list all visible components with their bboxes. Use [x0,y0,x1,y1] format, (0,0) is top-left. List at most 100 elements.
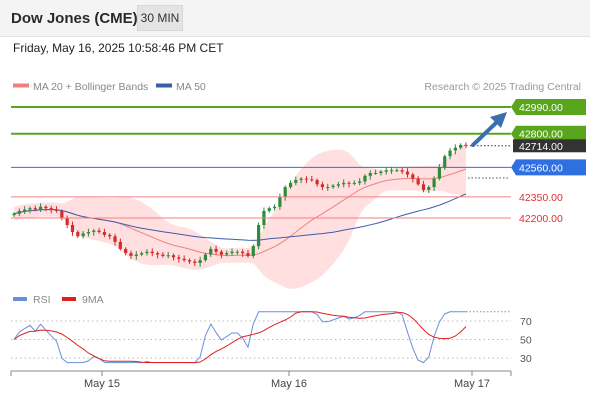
candle [241,249,245,257]
resistance-2-tag [511,99,586,115]
candle [198,256,202,267]
candle [283,185,287,201]
level-current-price: 42714.00 [470,139,586,153]
rsi-plot: 70 50 30 [11,311,532,365]
candle [33,205,37,212]
candle [389,166,394,175]
candle [374,169,378,175]
candle [358,178,362,186]
time-axis: May 15 May 16 May 17 [10,370,512,390]
candle [379,169,383,176]
candle [294,176,298,186]
rsi-legend-label: RSI [33,294,51,306]
candle [427,185,431,193]
candle [267,206,271,213]
candle [251,244,255,259]
candle [76,230,80,238]
ma20-legend-swatch [13,83,29,88]
main-legend: MA 20 + Bollinger Bands MA 50 Research ©… [13,81,581,93]
candle [214,245,218,255]
candle [411,172,415,183]
candle [432,176,436,191]
candle [272,204,277,211]
candle [331,183,335,189]
forecast-arrow [471,112,507,147]
rsi-legend: RSI 9MA [13,294,104,306]
rsi-line [13,311,466,364]
candle [150,248,154,257]
candle [108,233,112,240]
candle [421,180,426,193]
candle [193,259,197,267]
candle [352,180,356,186]
rsi-legend-swatch [13,297,27,301]
resistance-1-label: 42800.00 [519,129,563,141]
level-support-2: 42200.00 [11,213,563,225]
candle [400,167,404,175]
ma50-legend-swatch [156,83,172,88]
candle [166,251,170,259]
level-pivot: 42560.00 [11,159,586,176]
rsi-ma-line [13,311,467,364]
candle [315,178,319,187]
level-resistance-2: 42990.00 [11,99,586,115]
candle [182,255,186,262]
candle [118,238,122,251]
candle [304,176,309,184]
candle [12,212,16,217]
candle [310,175,314,182]
time-tick-label: May 17 [454,378,490,390]
candle [395,168,399,172]
time-tick-label: May 16 [271,378,307,390]
candle [219,250,223,259]
candle [288,180,293,189]
candle [17,208,21,217]
candle [363,174,367,185]
candle [326,183,330,191]
ma20-legend-label: MA 20 + Bollinger Bands [33,81,148,93]
chart-datetime: Friday, May 16, 2025 10:58:46 PM CET [13,41,224,55]
support-2-label: 42200.00 [519,213,563,225]
pivot-tag [511,159,586,176]
candle [38,203,43,212]
candle [134,251,138,260]
candle [70,221,75,236]
candle [60,209,64,221]
candle [278,193,282,210]
candle [246,249,250,258]
candle [49,205,53,214]
rsi-ma-legend-swatch [62,297,76,301]
candle [187,258,192,264]
candle [464,142,468,149]
candle [368,170,372,180]
support-1-label: 42350.00 [519,192,563,204]
candle [230,248,234,256]
candle [320,181,325,191]
candle [44,205,48,212]
level-resistance-1: 42800.00 [11,125,586,142]
candle [113,233,117,246]
candle [342,179,346,188]
rsi-tick-30: 30 [520,353,532,365]
candle [145,249,149,256]
candle [23,206,27,215]
candle [92,228,96,236]
rsi-tick-50: 50 [520,335,532,347]
candle [129,250,133,260]
pivot-label: 42560.00 [519,162,563,174]
instrument-title: Dow Jones (CME) [11,10,138,27]
ma50-legend-label: MA 50 [176,81,206,93]
candle [209,246,213,257]
candle [203,252,208,262]
candle [416,176,420,186]
candle [102,228,106,238]
candle [155,251,160,259]
candle [336,181,340,189]
resistance-1-tag [511,125,586,142]
candlestick-plot [12,142,468,289]
level-support-1: 42350.00 [11,192,563,204]
timeframe-button[interactable]: 30 MIN [137,5,183,31]
candle [448,148,452,160]
